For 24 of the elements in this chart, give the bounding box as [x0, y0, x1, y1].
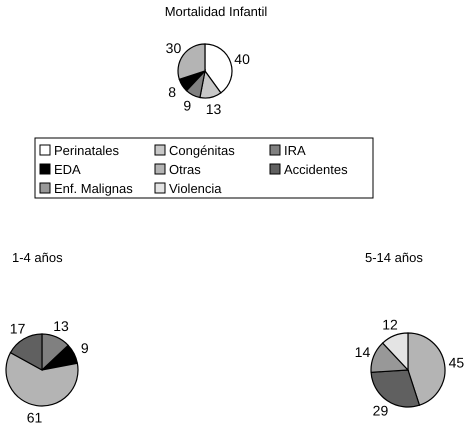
chart-title: Mortalidad Infantil: [164, 4, 268, 19]
data-label: 40: [234, 50, 250, 67]
legend-label: Enf. Malignas: [54, 181, 134, 196]
data-label: 14: [354, 344, 370, 360]
legend-label: Congénitas: [169, 143, 236, 158]
data-label: 9: [183, 98, 192, 114]
legend-label: Accidentes: [284, 162, 348, 177]
chart-title: 1-4 años: [12, 250, 64, 265]
legend-label: IRA: [284, 143, 306, 158]
data-label: 30: [166, 40, 182, 56]
legend-label: Otras: [169, 162, 202, 177]
data-label: 8: [168, 84, 176, 100]
legend-label: Violencia: [169, 181, 222, 196]
legend-label: EDA: [54, 162, 82, 177]
data-label: 61: [26, 409, 42, 426]
chart-title: 5-14 años: [365, 250, 424, 265]
data-label: 12: [382, 316, 398, 332]
data-label: 13: [206, 101, 222, 118]
legend-label: Perinatales: [54, 143, 120, 158]
data-label: 13: [53, 318, 70, 334]
data-label: 45: [448, 354, 464, 370]
data-label: 17: [10, 320, 26, 337]
data-label: 9: [80, 340, 89, 356]
data-label: 29: [372, 402, 388, 419]
